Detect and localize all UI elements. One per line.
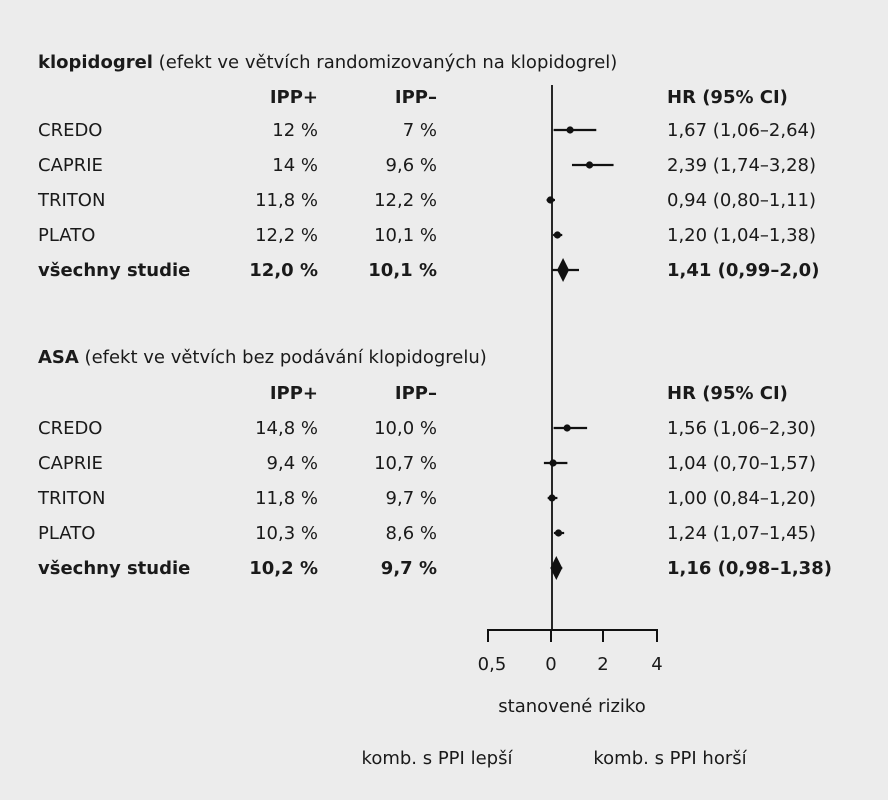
column-header-ppi-minus: IPP–	[395, 87, 437, 108]
section-title-rest: (efekt ve větvích bez podávání klopidogr…	[79, 347, 487, 368]
point-estimate	[585, 161, 594, 169]
ppi-plus-value: 11,8 %	[255, 488, 318, 509]
point-estimate	[549, 459, 557, 467]
overall-diamond	[550, 556, 563, 580]
hr-ci-value: 1,24 (1,07–1,45)	[667, 523, 816, 544]
hr-ci-value: 1,41 (0,99–2,0)	[667, 260, 819, 281]
ppi-plus-value: 12,0 %	[249, 260, 318, 281]
hr-ci-value: 1,04 (0,70–1,57)	[667, 453, 816, 474]
footer-right-label: komb. s PPI horší	[593, 748, 747, 769]
section-title-2: ASA (efekt ve větvích bez podávání klopi…	[38, 347, 487, 368]
study-name: PLATO	[38, 225, 95, 246]
hr-ci-value: 1,20 (1,04–1,38)	[667, 225, 816, 246]
ppi-plus-value: 14,8 %	[255, 418, 318, 439]
ppi-minus-value: 8,6 %	[386, 523, 437, 544]
point-estimate	[546, 196, 554, 204]
section-title-rest: (efekt ve větvích randomizovaných na klo…	[153, 52, 617, 73]
ppi-plus-value: 14 %	[272, 155, 318, 176]
overall-label: všechny studie	[38, 558, 190, 579]
study-name: TRITON	[37, 488, 105, 509]
ppi-minus-value: 9,6 %	[386, 155, 437, 176]
column-header-hr: HR (95% CI)	[667, 87, 788, 108]
section-title-1: klopidogrel (efekt ve větvích randomizov…	[38, 52, 617, 73]
footer-left-label: komb. s PPI lepší	[362, 748, 514, 769]
x-tick-label: 2	[597, 654, 608, 675]
ppi-plus-value: 12,2 %	[255, 225, 318, 246]
ppi-plus-value: 11,8 %	[255, 190, 318, 211]
study-name: CAPRIE	[38, 453, 103, 474]
point-estimate	[563, 424, 571, 432]
hr-ci-value: 1,00 (0,84–1,20)	[667, 488, 816, 509]
x-tick-label: 4	[651, 654, 662, 675]
point-estimate	[554, 529, 563, 537]
study-name: TRITON	[37, 190, 105, 211]
column-header-ppi-plus: IPP+	[270, 383, 318, 404]
ppi-minus-value: 10,0 %	[374, 418, 437, 439]
study-name: CREDO	[38, 418, 102, 439]
section-title-bold: ASA	[38, 347, 79, 368]
column-header-ppi-minus: IPP–	[395, 383, 437, 404]
overall-diamond	[557, 258, 570, 282]
ppi-plus-value: 9,4 %	[267, 453, 318, 474]
ppi-plus-value: 10,2 %	[249, 558, 318, 579]
x-axis-label: stanovené riziko	[498, 696, 645, 717]
study-name: CREDO	[38, 120, 102, 141]
ppi-plus-value: 12 %	[272, 120, 318, 141]
hr-ci-value: 0,94 (0,80–1,11)	[667, 190, 816, 211]
ppi-minus-value: 10,1 %	[374, 225, 437, 246]
point-estimate	[548, 494, 556, 502]
point-estimate	[566, 126, 574, 134]
hr-ci-value: 1,16 (0,98–1,38)	[667, 558, 832, 579]
point-estimate	[553, 231, 562, 239]
ppi-minus-value: 7 %	[403, 120, 437, 141]
x-tick-label: 0,5	[478, 654, 507, 675]
ppi-minus-value: 10,7 %	[374, 453, 437, 474]
hr-ci-value: 1,67 (1,06–2,64)	[667, 120, 816, 141]
x-tick-label: 0	[545, 654, 556, 675]
study-name: CAPRIE	[38, 155, 103, 176]
column-header-ppi-plus: IPP+	[270, 87, 318, 108]
ppi-minus-value: 9,7 %	[381, 558, 437, 579]
column-header-hr: HR (95% CI)	[667, 383, 788, 404]
ppi-minus-value: 9,7 %	[386, 488, 437, 509]
section-title-bold: klopidogrel	[38, 52, 153, 73]
hr-ci-value: 1,56 (1,06–2,30)	[667, 418, 816, 439]
ppi-plus-value: 10,3 %	[255, 523, 318, 544]
hr-ci-value: 2,39 (1,74–3,28)	[667, 155, 816, 176]
study-name: PLATO	[38, 523, 95, 544]
ppi-minus-value: 10,1 %	[368, 260, 437, 281]
overall-label: všechny studie	[38, 260, 190, 281]
ppi-minus-value: 12,2 %	[374, 190, 437, 211]
